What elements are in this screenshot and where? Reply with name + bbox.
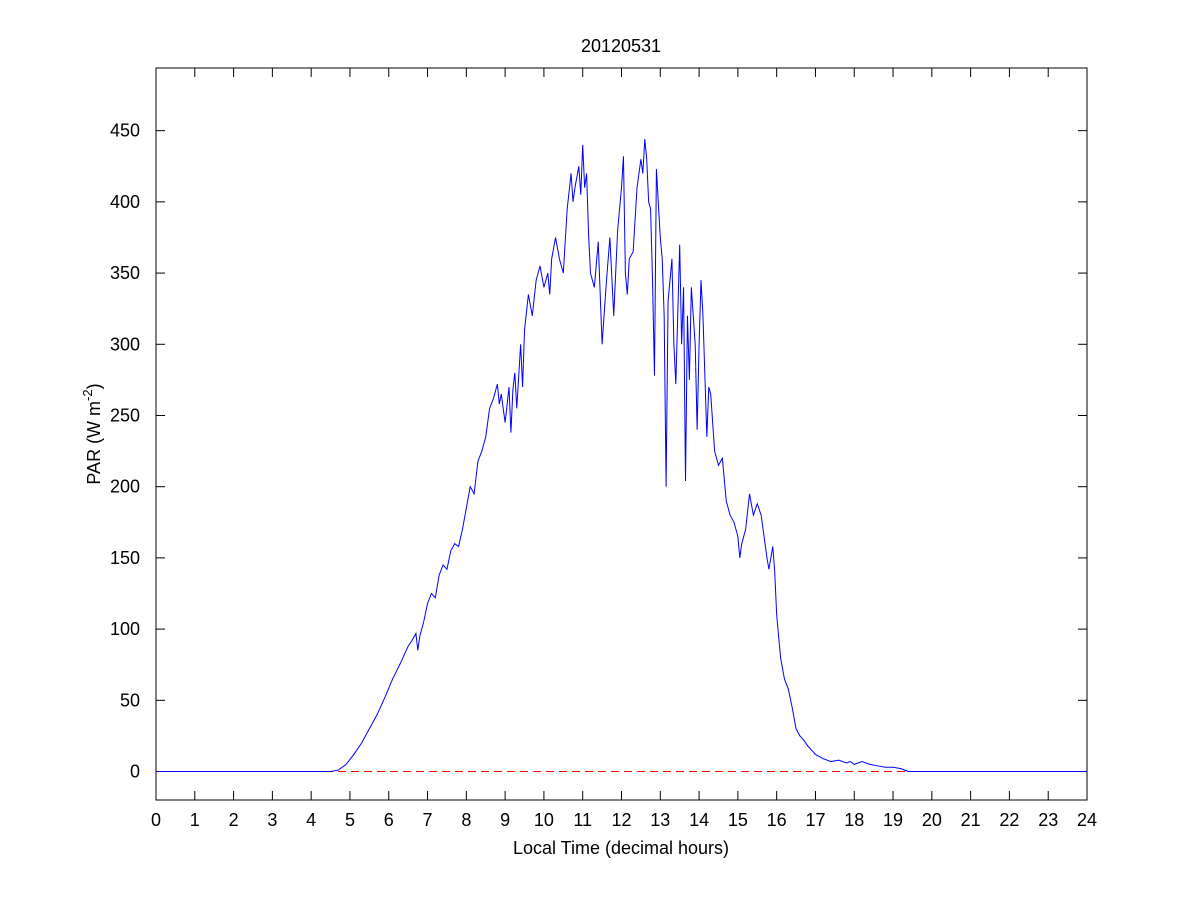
x-tick-label: 6 bbox=[384, 810, 394, 830]
y-tick-label: 0 bbox=[130, 762, 140, 782]
x-tick-label: 9 bbox=[500, 810, 510, 830]
x-tick-label: 10 bbox=[534, 810, 554, 830]
y-tick-label: 150 bbox=[110, 548, 140, 568]
x-tick-label: 18 bbox=[844, 810, 864, 830]
x-tick-label: 8 bbox=[461, 810, 471, 830]
x-axis-label: Local Time (decimal hours) bbox=[513, 838, 729, 858]
x-tick-label: 16 bbox=[767, 810, 787, 830]
x-tick-label: 15 bbox=[728, 810, 748, 830]
data-line bbox=[156, 139, 1087, 773]
x-tick-label: 24 bbox=[1077, 810, 1097, 830]
chart-title: 20120531 bbox=[581, 36, 661, 56]
y-tick-label: 300 bbox=[110, 334, 140, 354]
x-tick-label: 20 bbox=[922, 810, 942, 830]
y-label-text: PAR (W m bbox=[84, 401, 104, 485]
y-tick-label: 100 bbox=[110, 619, 140, 639]
x-tick-label: 12 bbox=[611, 810, 631, 830]
x-tick-label: 1 bbox=[190, 810, 200, 830]
y-tick-label: 400 bbox=[110, 192, 140, 212]
x-tick-label: 17 bbox=[805, 810, 825, 830]
y-tick-label: 350 bbox=[110, 263, 140, 283]
x-tick-label: 7 bbox=[423, 810, 433, 830]
x-tick-label: 11 bbox=[573, 810, 592, 830]
y-tick-label: 200 bbox=[110, 477, 140, 497]
x-tick-label: 0 bbox=[151, 810, 161, 830]
x-tick-label: 21 bbox=[961, 810, 981, 830]
y-axis-label: PAR (W m-2) bbox=[80, 383, 104, 484]
y-tick-label: 50 bbox=[120, 690, 140, 710]
x-tick-label: 23 bbox=[1038, 810, 1058, 830]
y-tick-label: 450 bbox=[110, 121, 140, 141]
x-tick-label: 5 bbox=[345, 810, 355, 830]
x-tick-label: 3 bbox=[267, 810, 277, 830]
x-tick-label: 13 bbox=[650, 810, 670, 830]
x-tick-label: 4 bbox=[306, 810, 316, 830]
x-tick-label: 2 bbox=[229, 810, 239, 830]
y-tick-label: 250 bbox=[110, 405, 140, 425]
x-tick-label: 22 bbox=[999, 810, 1019, 830]
y-label-sup: -2 bbox=[80, 389, 95, 401]
y-label-end: ) bbox=[84, 383, 104, 389]
plot-frame bbox=[155, 67, 1088, 801]
x-tick-label: 19 bbox=[883, 810, 903, 830]
x-tick-label: 14 bbox=[689, 810, 709, 830]
